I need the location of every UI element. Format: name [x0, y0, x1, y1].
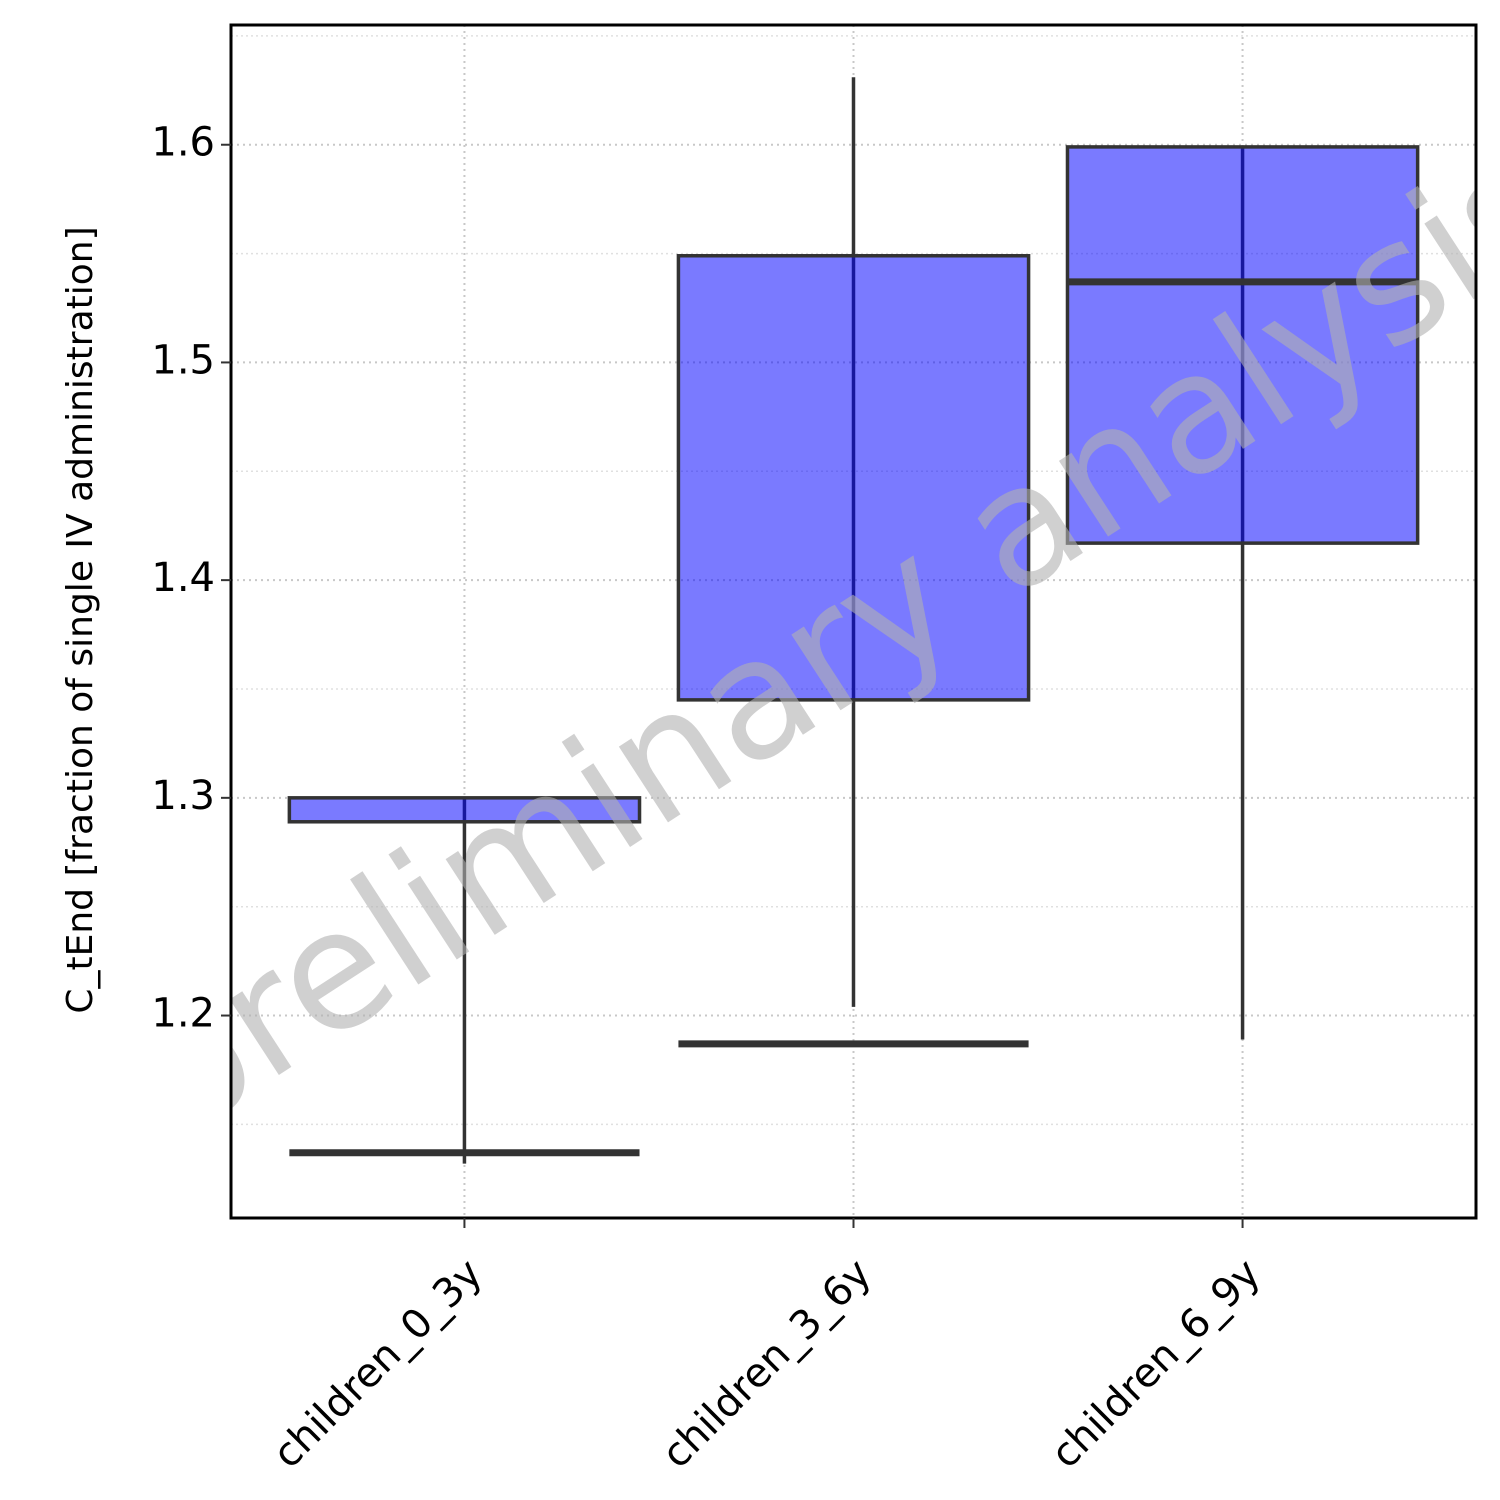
marks — [287, 77, 1420, 1164]
y-tick-label: 1.5 — [151, 337, 215, 383]
x-tick-label: children_3_6y — [653, 1250, 880, 1477]
box — [676, 254, 1031, 702]
x-tick-label: children_0_3y — [264, 1250, 491, 1477]
y-axis-label: C_tEnd [fraction of single IV administra… — [60, 226, 101, 1013]
box — [287, 796, 642, 824]
y-tick-label: 1.6 — [151, 120, 215, 166]
y-tick-label: 1.2 — [151, 991, 215, 1037]
y-tick-label: 1.4 — [151, 555, 215, 601]
x-tick-label: children_6_9y — [1042, 1250, 1269, 1477]
box — [1065, 145, 1420, 545]
y-tick-label: 1.3 — [151, 773, 215, 819]
